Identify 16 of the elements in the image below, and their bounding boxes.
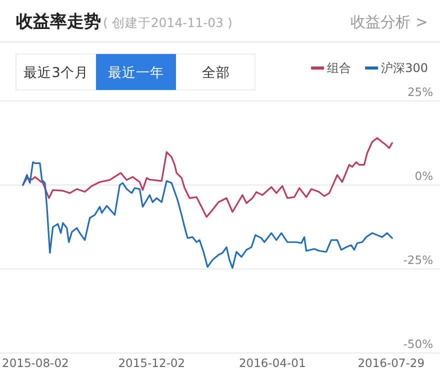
x-tick-label: 2015-08-02 [2,356,69,370]
y-tick-label: -50% [403,337,434,351]
text: 最近3个月 [24,65,88,81]
y-tick-label: 0% [414,169,434,183]
x-tick-label: 2016-04-01 [238,356,306,370]
y-tick-label: 25% [407,85,434,99]
x-tick-label: 2015-12-02 [118,356,186,370]
chart-title: 收益率走势 [16,12,101,32]
text: 收益分析 > [350,13,428,31]
x-tick-label: 2016-07-29 [358,356,425,370]
legend-label: 组合 [327,61,352,75]
text: 最近一年 [108,65,164,81]
y-tick-label: -25% [403,253,434,267]
legend-label: 沪深300 [381,61,428,75]
chart-subtitle: ( 创建于2014-11-03 ) [103,15,232,30]
text: 全部 [202,65,230,81]
